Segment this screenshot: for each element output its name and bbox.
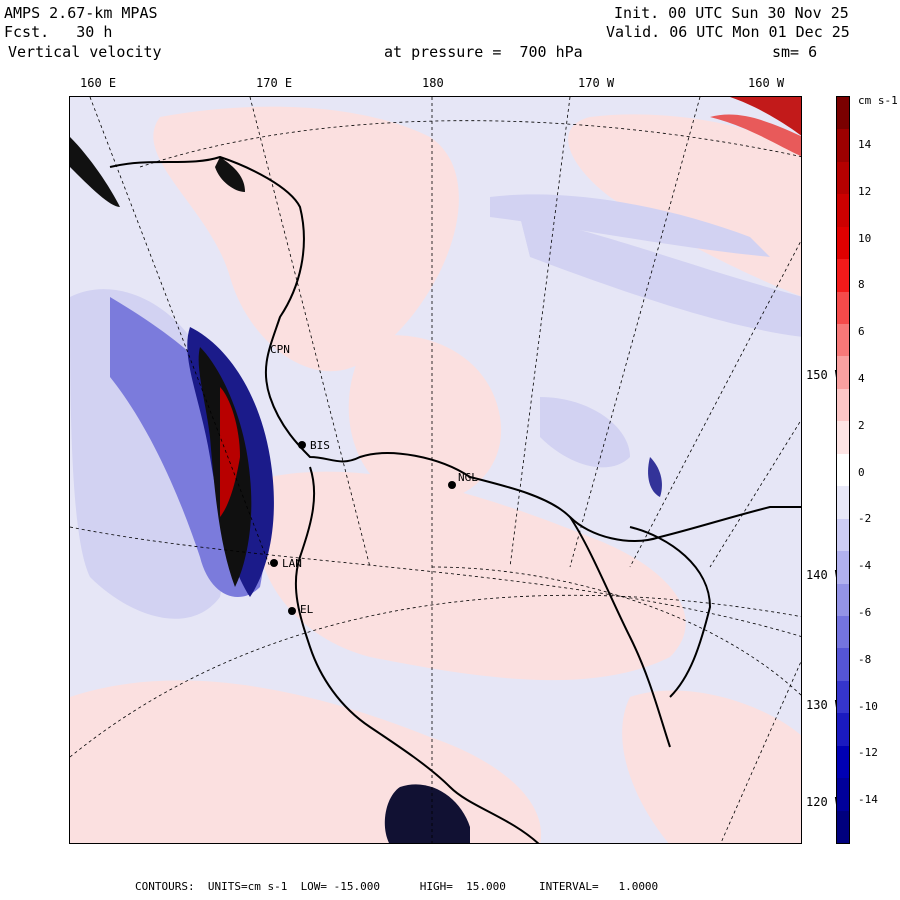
- colorbar: [836, 96, 850, 844]
- init-time: Init. 00 UTC Sun 30 Nov 25: [614, 4, 849, 22]
- station-label-lan: LAN: [282, 557, 302, 570]
- colorbar-segment: [837, 129, 849, 163]
- lon-label-180: 180: [422, 76, 444, 90]
- colorbar-segment: [837, 551, 849, 584]
- colorbar-segment: [837, 356, 849, 390]
- station-label-cpn: CPN: [270, 343, 290, 356]
- colorbar-segment: [837, 518, 849, 552]
- colorbar-segment: [837, 583, 849, 617]
- colorbar-segment: [837, 745, 849, 779]
- field-name: Vertical velocity: [8, 43, 162, 61]
- station-label-ngl: NGL: [458, 471, 478, 484]
- colorbar-tick-label: 10: [858, 231, 872, 245]
- colorbar-segment: [837, 291, 849, 325]
- colorbar-segment: [837, 226, 849, 260]
- colorbar-tick-label: 12: [858, 184, 872, 198]
- colorbar-tick-label: -12: [858, 746, 878, 760]
- colorbar-segment: [837, 453, 849, 487]
- colorbar-tick-label: -14: [858, 793, 878, 807]
- station-dot-bis: [298, 441, 306, 449]
- colorbar-tick-label: 4: [858, 372, 865, 385]
- colorbar-tick-label: -6: [858, 606, 872, 619]
- colorbar-segment: [837, 259, 849, 293]
- colorbar-tick-label: -8: [858, 652, 872, 666]
- colorbar-segment: [837, 97, 849, 130]
- colorbar-tick-label: -2: [858, 512, 872, 526]
- smoothing: sm= 6: [772, 43, 818, 61]
- colorbar-segment: [837, 421, 849, 455]
- model-title: AMPS 2.67-km MPAS: [4, 4, 158, 22]
- colorbar-segment: [837, 615, 849, 649]
- station-dot-lan: [270, 559, 278, 567]
- coastline: [109, 155, 801, 843]
- colorbar-segment: [837, 486, 849, 520]
- lon-label-160w: 160 W: [748, 76, 785, 90]
- colorbar-segment: [837, 161, 849, 195]
- forecast-hour: Fcst. 30 h: [4, 23, 113, 41]
- colorbar-tick-label: 0: [858, 465, 865, 479]
- map-panel: BIS CPN NGL LAN EL: [69, 96, 802, 844]
- colorbar-segment: [837, 778, 849, 812]
- colorbar-tick-label: 2: [858, 418, 865, 432]
- pressure-level: at pressure = 700 hPa: [384, 43, 583, 61]
- lon-label-170w: 170 W: [578, 76, 615, 90]
- station-label-el: EL: [300, 603, 314, 616]
- graticule: [70, 97, 801, 843]
- colorbar-tick-label: 8: [858, 278, 865, 292]
- colorbar-units: cm s-1: [858, 94, 898, 107]
- strong-vv-band: [70, 97, 801, 843]
- colorbar-tick-label: -4: [858, 559, 872, 573]
- colorbar-segment: [837, 648, 849, 682]
- lon-label-160e: 160 E: [80, 76, 117, 90]
- colorbar-segment: [837, 194, 849, 228]
- colorbar-segment: [837, 388, 849, 422]
- colorbar-tick-label: 14: [858, 138, 872, 151]
- colorbar-segment: [837, 810, 849, 844]
- colorbar-segment: [837, 324, 849, 357]
- map-svg: [70, 97, 801, 843]
- colorbar-segment: [837, 713, 849, 747]
- station-label-bis: BIS: [310, 439, 330, 452]
- lon-label-170e: 170 E: [256, 76, 293, 90]
- colorbar-segment: [837, 680, 849, 714]
- station-dot-ngl: [448, 481, 456, 489]
- valid-time: Valid. 06 UTC Mon 01 Dec 25: [606, 23, 850, 41]
- colorbar-tick-label: -10: [858, 699, 878, 713]
- contour-info: CONTOURS: UNITS=cm s-1 LOW= -15.000 HIGH…: [135, 880, 659, 893]
- colorbar-tick-label: 6: [858, 325, 865, 339]
- station-dot-el: [288, 607, 296, 615]
